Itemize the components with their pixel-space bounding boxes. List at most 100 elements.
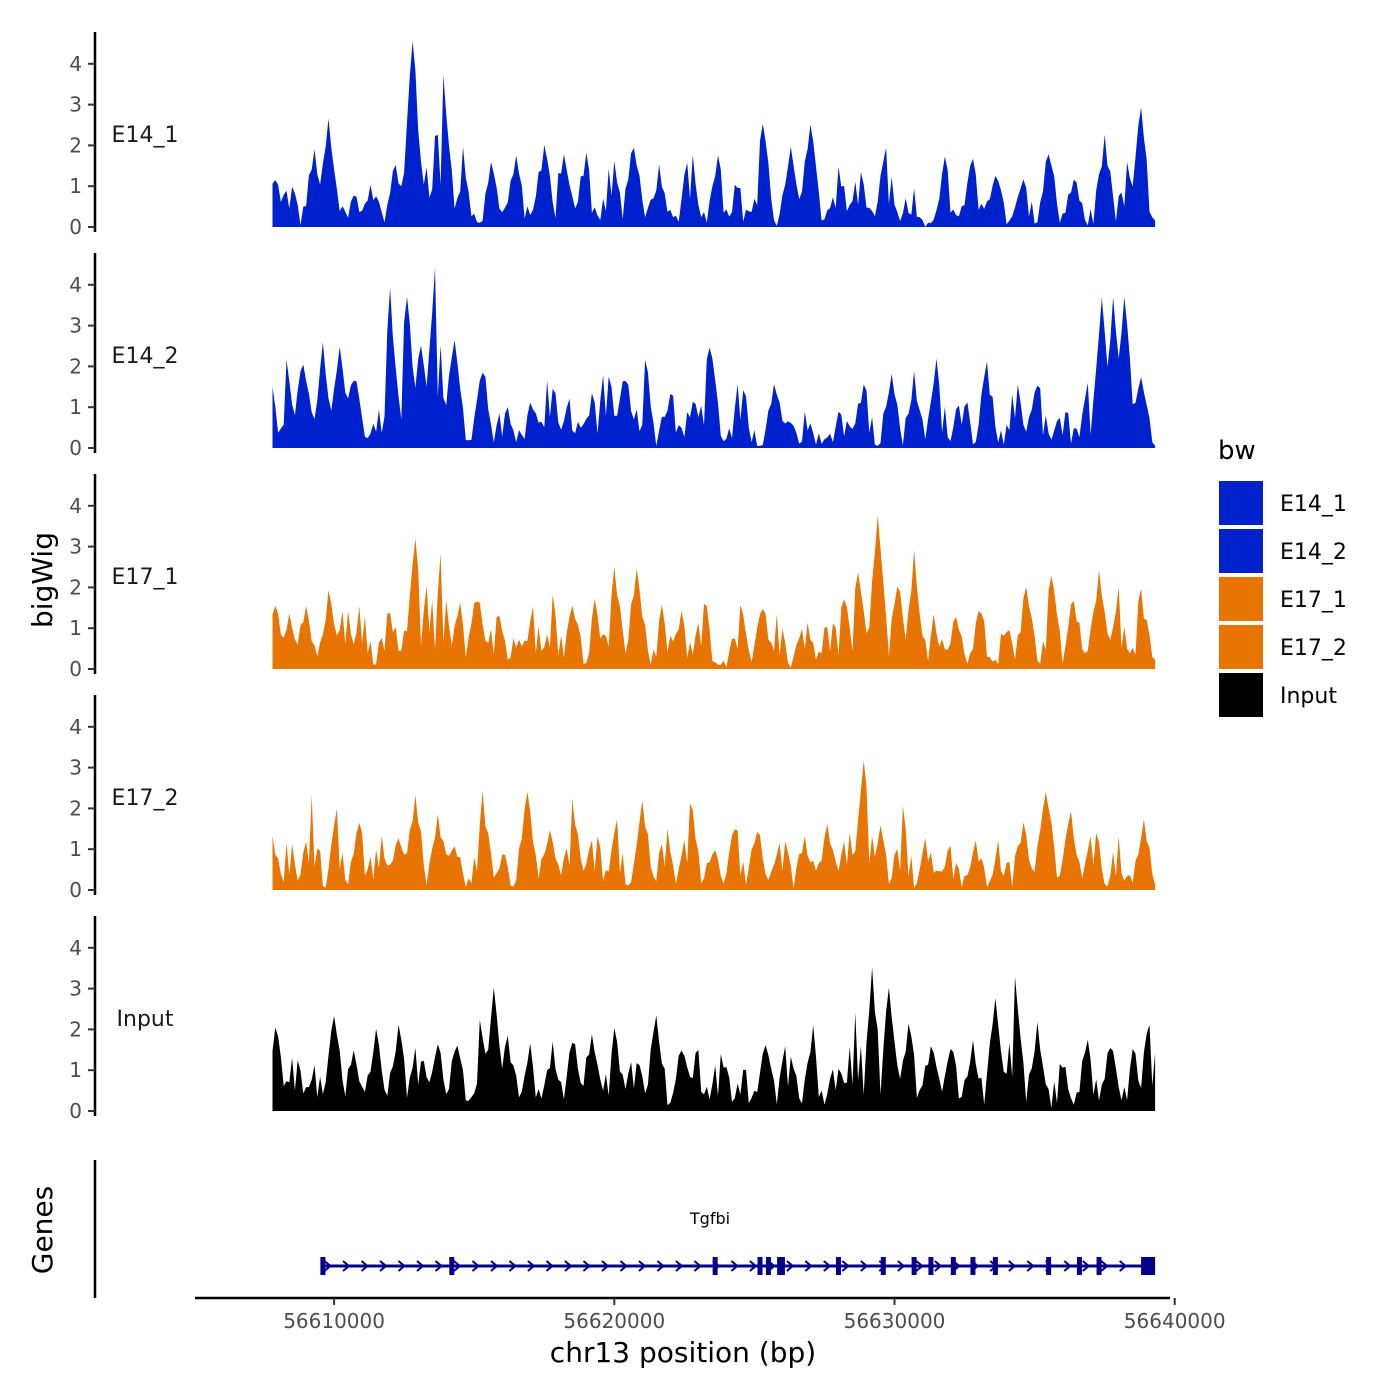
gene-name-label: Tgfbi [689, 1209, 730, 1228]
track-E14_1: 0 1 2 3 4 E14_1 [69, 32, 1156, 239]
legend-swatch-E17_2 [1217, 623, 1265, 671]
y-tick-label: 1 [69, 395, 82, 419]
y-axis-title: bigWig [26, 532, 59, 628]
gene-exon [765, 1257, 771, 1275]
strand-arrow [416, 1260, 425, 1272]
strand-arrow [1063, 1260, 1072, 1272]
strand-arrow [1082, 1260, 1091, 1272]
gene-exon [1046, 1257, 1052, 1275]
legend-title: bw [1218, 436, 1256, 466]
strand-arrow [527, 1260, 536, 1272]
y-tick-label: 2 [69, 796, 82, 820]
coverage-area-E17_1 [272, 515, 1156, 669]
gene-last-exon [1141, 1257, 1156, 1275]
strand-arrow [730, 1260, 739, 1272]
x-tick-label: 56630000 [844, 1309, 946, 1333]
x-ticks: 56610000 56620000 56630000 56640000 [283, 1298, 1226, 1333]
y-tick-label: 3 [69, 93, 82, 117]
gene-panel: Genes Tgfbi [26, 1160, 1156, 1298]
coverage-tracks: 0 1 2 3 4 E14_1 0 1 2 3 4 E14_2 0 1 2 3 4 E17_1 0 1 2 3 4 E17_2… [69, 32, 1156, 1123]
gene-exon [950, 1257, 956, 1275]
x-tick-label: 56620000 [563, 1309, 665, 1333]
x-tick-label: 56640000 [1124, 1309, 1226, 1333]
y-tick-label: 3 [69, 756, 82, 780]
y-tick-label: 2 [69, 133, 82, 157]
track-label-Input: Input [117, 1007, 174, 1032]
strand-arrow [675, 1260, 684, 1272]
strand-arrow [508, 1260, 517, 1272]
y-tick-label: 0 [69, 1099, 82, 1123]
track-E14_2: 0 1 2 3 4 E14_2 [69, 253, 1156, 460]
gene-exon [911, 1257, 917, 1275]
gene-exon [779, 1257, 785, 1275]
legend-label-E14_2: E14_2 [1280, 540, 1347, 565]
strand-arrow [342, 1260, 351, 1272]
y-tick-label: 0 [69, 436, 82, 460]
strand-arrow [841, 1260, 850, 1272]
gene-model [320, 1257, 1156, 1275]
x-axis-title: chr13 position (bp) [550, 1336, 816, 1369]
y-tick-label: 2 [69, 575, 82, 599]
x-tick-label: 56610000 [283, 1309, 385, 1333]
gene-exon [1096, 1257, 1102, 1275]
strand-arrow [582, 1260, 591, 1272]
gene-exon [449, 1257, 455, 1275]
strand-arrow [434, 1260, 444, 1272]
strand-arrow [915, 1260, 924, 1272]
strand-arrow [379, 1260, 388, 1272]
y-tick-label: 1 [69, 616, 82, 640]
strand-arrow [323, 1260, 333, 1272]
y-tick-label: 4 [69, 52, 82, 76]
gene-exon [880, 1257, 886, 1275]
y-tick-label: 3 [69, 314, 82, 338]
legend-label-Input: Input [1280, 684, 1337, 709]
strand-arrow [545, 1260, 554, 1272]
legend: bw E14_1 E14_2 E17_1 E17_2 Input [1217, 436, 1347, 719]
gene-exon [757, 1257, 763, 1275]
legend-label-E17_1: E17_1 [1280, 588, 1347, 613]
y-tick-label: 3 [69, 535, 82, 559]
strand-arrow [601, 1260, 610, 1272]
strand-arrow [619, 1260, 628, 1272]
y-tick-label: 2 [69, 354, 82, 378]
gene-exon [1076, 1257, 1082, 1275]
track-E17_1: 0 1 2 3 4 E17_1 [69, 474, 1156, 681]
gene-exon [777, 1257, 783, 1275]
strand-arrow [360, 1260, 370, 1272]
y-tick-label: 4 [69, 494, 82, 518]
track-label-E14_1: E14_1 [112, 123, 179, 148]
strand-arrow [1119, 1260, 1128, 1272]
legend-swatch-E17_1 [1217, 575, 1265, 623]
y-tick-label: 0 [69, 878, 82, 902]
strand-arrow [471, 1260, 481, 1272]
track-label-E17_1: E17_1 [112, 565, 179, 590]
legend-swatch-E14_1 [1217, 479, 1265, 527]
strand-arrow [490, 1260, 499, 1272]
strand-arrow [564, 1260, 573, 1272]
y-tick-label: 4 [69, 273, 82, 297]
gene-exon [320, 1257, 326, 1275]
strand-arrow [823, 1260, 832, 1272]
track-E17_2: 0 1 2 3 4 E17_2 [69, 695, 1156, 902]
gene-exon [970, 1257, 976, 1275]
track-label-E14_2: E14_2 [112, 344, 179, 369]
gene-panel-title: Genes [26, 1186, 59, 1274]
track-label-E17_2: E17_2 [112, 786, 179, 811]
strand-arrow [804, 1260, 813, 1272]
strand-arrow [1026, 1260, 1035, 1272]
y-tick-label: 4 [69, 936, 82, 960]
strand-arrow [860, 1260, 869, 1272]
legend-items: E14_1 E14_2 E17_1 E17_2 Input [1217, 479, 1347, 719]
coverage-area-Input [272, 967, 1156, 1111]
y-tick-label: 1 [69, 174, 82, 198]
coverage-area-E17_2 [272, 760, 1156, 890]
track-Input: 0 1 2 3 4 Input [69, 916, 1156, 1123]
gene-exon [712, 1257, 718, 1275]
x-axis: 56610000 56620000 56630000 56640000 chr13 p… [195, 1296, 1226, 1369]
gene-exon [928, 1257, 934, 1275]
strand-arrow [693, 1260, 702, 1272]
strand-arrow [934, 1260, 943, 1272]
strand-arrow [1008, 1260, 1017, 1272]
y-tick-label: 1 [69, 837, 82, 861]
